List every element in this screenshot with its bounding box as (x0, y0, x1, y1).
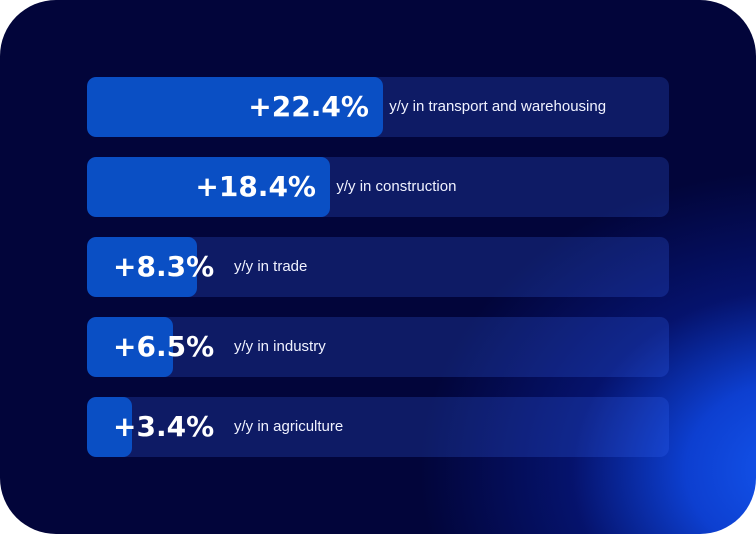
bar-category-label: y/y in industry (234, 338, 326, 355)
bar-row: +8.3% y/y in trade (87, 237, 669, 297)
bar-value-label: +22.4% (248, 90, 369, 123)
bar-row: +6.5% y/y in industry (87, 317, 669, 377)
bar-category-label: y/y in trade (234, 258, 308, 275)
bar-fill (87, 317, 173, 377)
bar-fill (87, 157, 331, 217)
bar-fill (87, 77, 384, 137)
bar-fill (87, 237, 197, 297)
bar-row: +3.4% y/y in agriculture (87, 397, 669, 457)
bar-fill (87, 397, 132, 457)
bar-row: +22.4% y/y in transport and warehousing (87, 77, 669, 137)
bar-value-label: +8.3% (113, 250, 215, 283)
bar-value-label: +18.4% (195, 170, 316, 203)
bar-category-label: y/y in construction (336, 178, 457, 195)
bar-row: +18.4% y/y in construction (87, 157, 669, 217)
bar-value-label: +3.4% (113, 410, 215, 443)
bar-value-label: +6.5% (113, 330, 215, 363)
bar-category-label: y/y in agriculture (234, 418, 344, 435)
bar-category-label: y/y in transport and warehousing (389, 98, 607, 115)
